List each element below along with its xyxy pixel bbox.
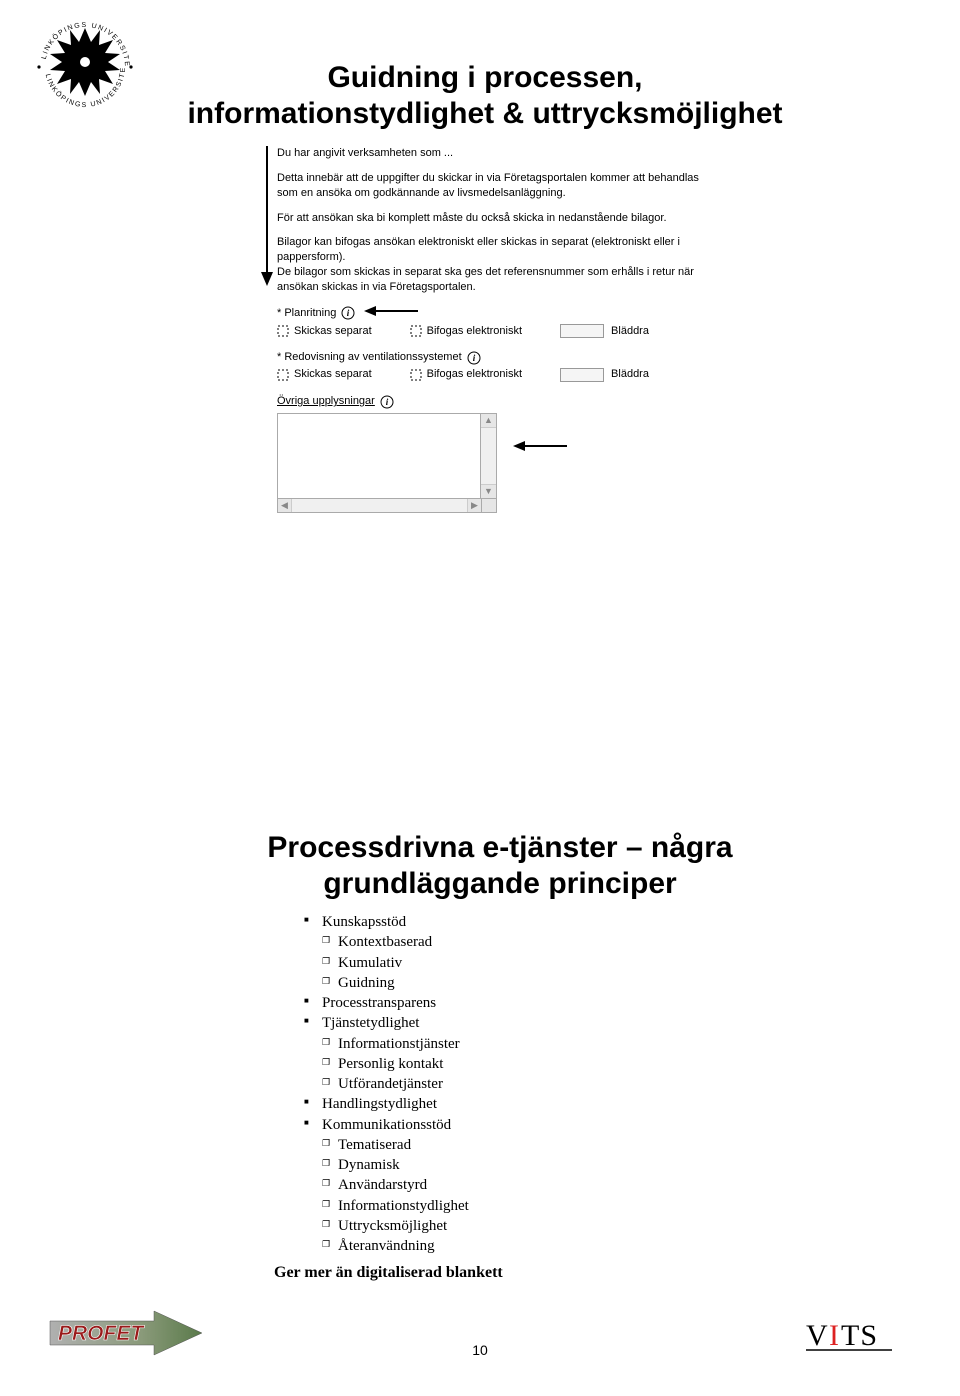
- slide2-title: Processdrivna e-tjänster – några grundlä…: [220, 830, 780, 902]
- scroll-down-icon[interactable]: ▼: [481, 484, 496, 498]
- arrow-down-icon: [257, 146, 277, 291]
- list-item: Informationstydlighet: [338, 1198, 469, 1214]
- slide2-title-line2: grundläggande principer: [323, 867, 676, 900]
- info-icon[interactable]: i: [341, 306, 355, 320]
- option-bifogas-elektroniskt: Bifogas elektroniskt: [427, 324, 522, 339]
- ventilation-options: Skickas separat Bifogas elektroniskt Blä…: [277, 367, 707, 382]
- browse-field[interactable]: [560, 324, 604, 338]
- svg-text:i: i: [386, 397, 389, 407]
- list-item: Kumulativ: [338, 955, 402, 971]
- list-item: Utförandetjänster: [338, 1076, 443, 1092]
- comments-textarea[interactable]: ▲ ▼: [277, 413, 707, 499]
- list-item: Informationstjänster: [338, 1036, 460, 1052]
- ventilation-row: * Redovisning av ventilationssystemet i: [277, 350, 707, 365]
- browse-field[interactable]: [560, 368, 604, 382]
- vertical-scrollbar[interactable]: ▲ ▼: [481, 413, 497, 499]
- checkbox-icon[interactable]: [410, 369, 422, 381]
- info-icon[interactable]: i: [467, 351, 481, 365]
- list-item: Kunskapsstöd: [322, 914, 406, 930]
- planritning-row: * Planritning i: [277, 305, 707, 322]
- text-p3: För att ansökan ska bi komplett måste du…: [277, 211, 707, 226]
- list-item: Tematiserad: [338, 1137, 411, 1153]
- page-number: 10: [0, 1342, 960, 1358]
- checkbox-icon[interactable]: [277, 369, 289, 381]
- scroll-left-icon[interactable]: ◀: [278, 499, 292, 512]
- list-item: Personlig kontakt: [338, 1056, 443, 1072]
- slide2-title-line1: Processdrivna e-tjänster – några: [267, 831, 732, 864]
- list-item: Uttrycksmöjlighet: [338, 1218, 447, 1234]
- list-item: Processtransparens: [322, 995, 436, 1011]
- checkbox-icon[interactable]: [410, 325, 422, 337]
- checkbox-icon[interactable]: [277, 325, 289, 337]
- slide-guidning: Guidning i processen, informationstydlig…: [165, 60, 805, 513]
- text-p1: Du har angivit verksamheten som ...: [277, 146, 707, 161]
- option-bifogas-elektroniskt: Bifogas elektroniskt: [427, 367, 522, 382]
- browse-label[interactable]: Bläddra: [611, 324, 649, 339]
- option-skickas-separat: Skickas separat: [294, 367, 372, 382]
- document-page: LINKÖPINGS UNIVERSITET LINKÖPINGS UNIVER…: [0, 0, 960, 1396]
- principles-list: Kunskapsstöd Kontextbaserad Kumulativ Gu…: [304, 912, 780, 1256]
- option-skickas-separat: Skickas separat: [294, 324, 372, 339]
- list-item: Kommunikationsstöd: [322, 1117, 451, 1133]
- ovriga-label: Övriga upplysningar: [277, 394, 375, 409]
- list-item: Återanvändning: [338, 1238, 435, 1254]
- scroll-up-icon[interactable]: ▲: [481, 414, 496, 428]
- slide1-title-line2: informationstydlighet & uttrycksmöjlighe…: [187, 97, 782, 130]
- scroll-right-icon[interactable]: ▶: [467, 499, 481, 512]
- arrow-left-icon: [513, 440, 567, 457]
- list-item: Handlingstydlighet: [322, 1096, 437, 1112]
- horizontal-scrollbar[interactable]: ◀ ▶: [277, 499, 497, 513]
- slide1-body: Du har angivit verksamheten som ... Dett…: [277, 146, 707, 513]
- university-logo: LINKÖPINGS UNIVERSITET LINKÖPINGS UNIVER…: [30, 12, 140, 127]
- closing-statement: Ger mer än digitaliserad blankett: [274, 1264, 780, 1282]
- slide1-title-line1: Guidning i processen,: [327, 61, 642, 94]
- text-p5: De bilagor som skickas in separat ska ge…: [277, 265, 707, 295]
- list-item: Guidning: [338, 975, 395, 991]
- slide-principer: Processdrivna e-tjänster – några grundlä…: [220, 830, 780, 1282]
- info-icon[interactable]: i: [380, 395, 394, 409]
- list-item: Tjänstetydlighet: [322, 1015, 419, 1031]
- ventilation-label: * Redovisning av ventilationssystemet: [277, 350, 462, 365]
- planritning-options: Skickas separat Bifogas elektroniskt Blä…: [277, 324, 707, 339]
- ovriga-row: Övriga upplysningar i: [277, 394, 707, 409]
- text-p4: Bilagor kan bifogas ansökan elektroniskt…: [277, 235, 707, 265]
- text-p2: Detta innebär att de uppgifter du skicka…: [277, 171, 707, 201]
- svg-text:i: i: [347, 308, 350, 318]
- list-item: Dynamisk: [338, 1157, 400, 1173]
- slide1-title: Guidning i processen, informationstydlig…: [165, 60, 805, 132]
- list-item: Kontextbaserad: [338, 934, 432, 950]
- planritning-label: * Planritning: [277, 306, 336, 321]
- browse-label[interactable]: Bläddra: [611, 367, 649, 382]
- svg-text:i: i: [472, 353, 475, 363]
- list-item: Användarstyrd: [338, 1177, 427, 1193]
- arrow-left-icon: [364, 305, 418, 322]
